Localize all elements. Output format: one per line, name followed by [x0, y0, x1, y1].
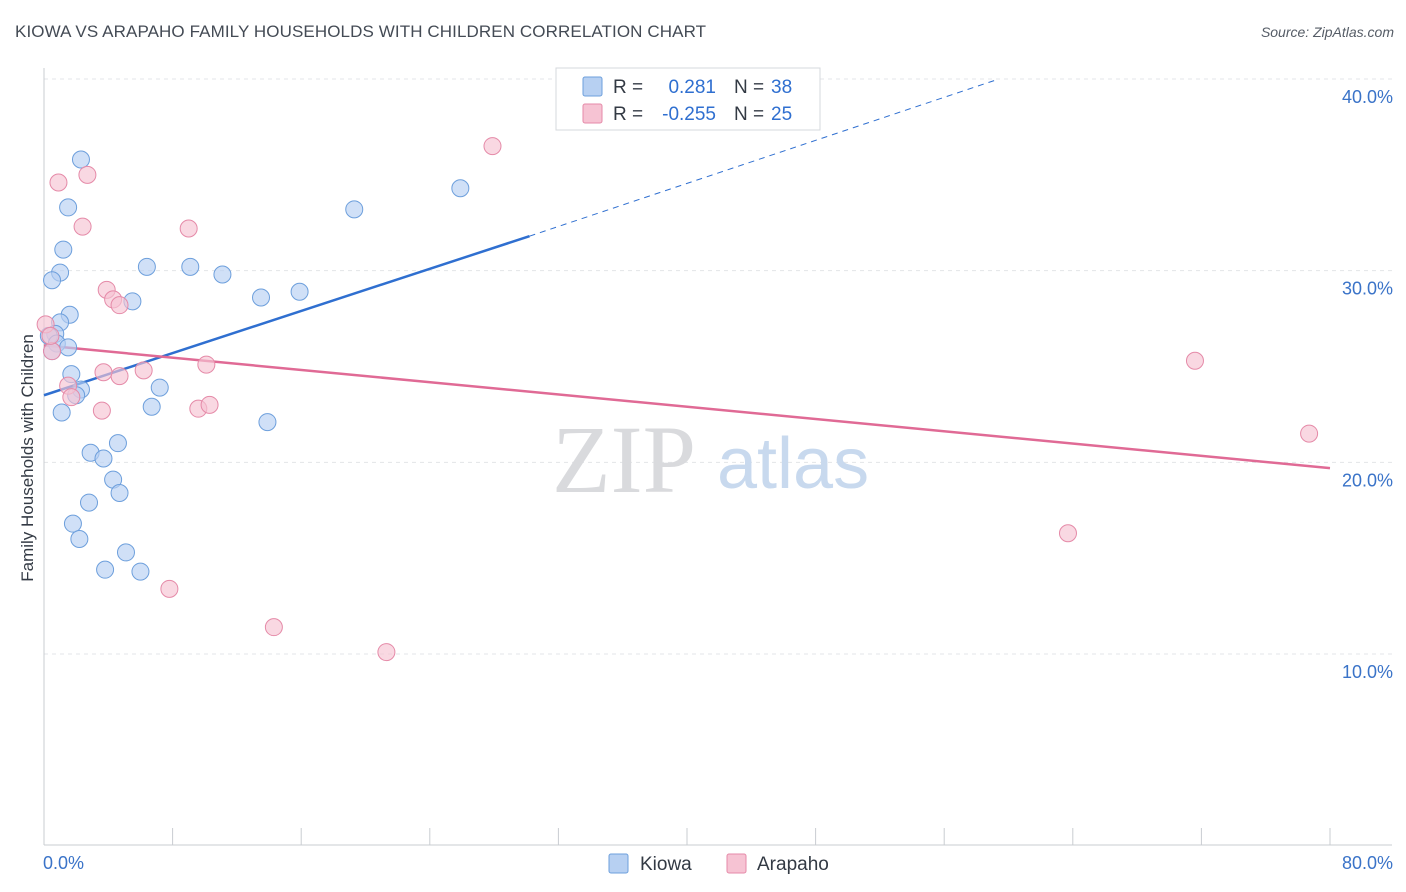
- arapaho-point-17: [92, 401, 111, 420]
- arapaho-point-10: [110, 296, 129, 315]
- kiowa-point-33: [63, 514, 82, 533]
- data-points: [36, 137, 1319, 662]
- axes: [43, 68, 1392, 846]
- arapaho-point-12: [134, 361, 153, 380]
- arapaho-point-7: [41, 326, 60, 345]
- kiowa-point-29: [94, 449, 113, 468]
- legend-r-value-arapaho: -0.255: [662, 104, 716, 125]
- trend-line-kiowa-extension: [529, 78, 1000, 237]
- kiowa-point-10: [59, 338, 78, 357]
- bottom-legend-arapaho: Arapaho: [757, 854, 829, 875]
- arapaho-point-11: [110, 367, 129, 386]
- arapaho-point-24: [264, 618, 283, 637]
- source-label: Source: ZipAtlas.com: [1260, 24, 1394, 40]
- legend-swatch-arapaho: [582, 103, 603, 124]
- kiowa-point-15: [252, 288, 271, 307]
- kiowa-point-2: [54, 240, 73, 259]
- arapaho-point-4: [179, 219, 198, 238]
- arapaho-point-1: [49, 173, 68, 192]
- legend-n-value-arapaho: 25: [771, 104, 792, 125]
- kiowa-point-13: [181, 257, 200, 276]
- kiowa-point-26: [258, 413, 277, 432]
- kiowa-point-31: [110, 484, 129, 502]
- x-tick-label-0: 0.0%: [43, 853, 84, 873]
- legend-box: R = 0.281 N = 38 R = -0.255 N = 25: [555, 67, 821, 131]
- kiowa-point-4: [43, 271, 62, 290]
- arapaho-point-16: [62, 388, 81, 407]
- kiowa-point-1: [59, 198, 78, 217]
- legend-r-value-kiowa: 0.281: [668, 77, 716, 98]
- trend-lines: [43, 78, 1331, 470]
- trend-line-kiowa: [43, 234, 530, 397]
- arapaho-point-19: [200, 395, 219, 414]
- kiowa-point-16: [290, 282, 309, 301]
- y-axis-label: Family Households with Children: [18, 334, 37, 582]
- bottom-legend-kiowa: Kiowa: [640, 854, 692, 875]
- x-tick-label-1: 80.0%: [1342, 853, 1393, 873]
- arapaho-point-21: [1300, 424, 1319, 443]
- bottom-legend: Kiowa Arapaho: [608, 853, 829, 875]
- y-tick-label-2: 30.0%: [1342, 279, 1393, 299]
- kiowa-point-27: [108, 434, 127, 453]
- kiowa-point-37: [131, 562, 150, 581]
- arapaho-point-0: [483, 137, 502, 156]
- arapaho-point-22: [1058, 524, 1077, 543]
- kiowa-point-17: [345, 200, 364, 219]
- arapaho-point-2: [78, 165, 97, 184]
- kiowa-point-23: [150, 378, 169, 397]
- legend-n-label-kiowa: N =: [734, 77, 764, 98]
- kiowa-point-34: [70, 530, 89, 548]
- kiowa-point-0: [71, 150, 90, 169]
- y-tick-labels: 10.0% 20.0% 30.0% 40.0%: [1342, 87, 1393, 682]
- arapaho-point-6: [43, 342, 62, 361]
- kiowa-point-35: [116, 543, 135, 562]
- legend-r-label-kiowa: R =: [613, 77, 643, 98]
- legend-r-label-arapaho: R =: [613, 104, 643, 125]
- arapaho-point-23: [160, 579, 179, 598]
- y-tick-label-3: 40.0%: [1342, 87, 1393, 107]
- arapaho-point-25: [377, 643, 396, 662]
- kiowa-point-12: [137, 257, 156, 276]
- kiowa-point-25: [52, 403, 71, 422]
- x-tick-labels: 0.0% 80.0%: [43, 853, 1393, 873]
- kiowa-point-32: [80, 493, 99, 512]
- legend-swatch-kiowa: [582, 76, 603, 97]
- bottom-legend-swatch-arapaho: [726, 853, 747, 874]
- watermark-atlas: atlas: [717, 424, 869, 504]
- chart-title: KIOWA VS ARAPAHO FAMILY HOUSEHOLDS WITH …: [15, 22, 707, 41]
- kiowa-point-24: [142, 397, 161, 416]
- y-tick-label-1: 20.0%: [1342, 470, 1393, 490]
- kiowa-point-36: [96, 560, 115, 579]
- arapaho-point-13: [197, 355, 216, 374]
- legend-n-value-kiowa: 38: [771, 77, 792, 98]
- y-tick-label-0: 10.0%: [1342, 662, 1393, 682]
- kiowa-point-18: [451, 179, 470, 198]
- bottom-legend-swatch-kiowa: [608, 853, 629, 874]
- trend-line-arapaho: [43, 344, 1331, 470]
- arapaho-point-14: [94, 363, 113, 382]
- arapaho-point-20: [1185, 351, 1204, 370]
- arapaho-point-3: [73, 217, 92, 236]
- watermark: ZIP atlas: [552, 406, 869, 513]
- legend-n-label-arapaho: N =: [734, 104, 764, 125]
- watermark-zip: ZIP: [552, 406, 696, 513]
- kiowa-point-14: [213, 265, 232, 284]
